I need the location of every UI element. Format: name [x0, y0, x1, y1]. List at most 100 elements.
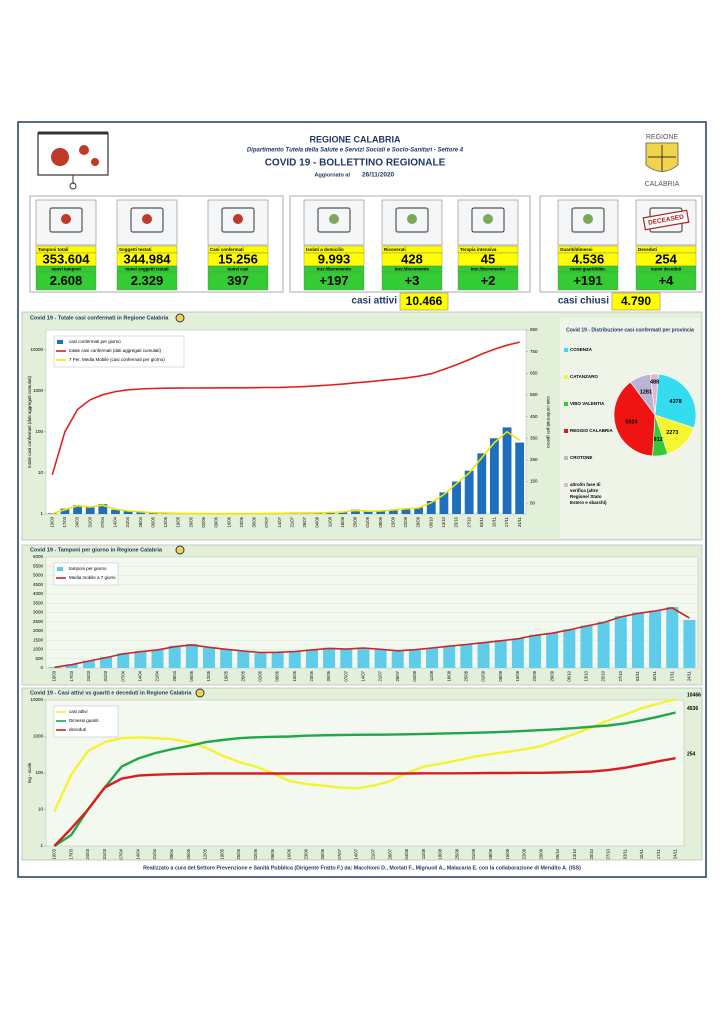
end-label: 4536 [687, 706, 698, 712]
bar [443, 645, 456, 668]
stat-sublabel: nuovi casi [227, 266, 248, 271]
x-tick-label: 18/08 [340, 516, 345, 527]
bar [597, 621, 610, 668]
slice-label: 488 [650, 380, 659, 386]
legend-swatch [564, 429, 568, 433]
x-tick-label: 20/10 [589, 848, 594, 859]
x-tick-label: 04/08 [404, 848, 409, 859]
x-tick-label: 17/11 [669, 670, 674, 681]
subvalue-bg [35, 271, 97, 291]
bar [254, 653, 267, 668]
bar [168, 645, 181, 668]
x-tick-label: 24/03 [86, 670, 91, 681]
x-tick-label: 03/11 [622, 848, 627, 859]
x-tick-label: 19/05 [223, 670, 228, 681]
legend-label: 7 Per. Media Mobile (casi confermati per… [69, 357, 165, 362]
slice-label: 912 [654, 437, 663, 443]
summary-label: casi chiusi [558, 296, 609, 307]
bar [490, 438, 499, 514]
x-tick-label: 30/06 [326, 670, 331, 681]
x-tick-label: 18/08 [438, 848, 443, 859]
stat-sublabel: nuovi soggetti testati [125, 266, 168, 271]
stat-label: Tamponi totali [38, 247, 68, 252]
virus-icon [37, 131, 109, 190]
x-tick-label: 04/08 [412, 670, 417, 681]
y-tick-label: 1000 [33, 734, 44, 739]
line [51, 341, 520, 476]
stat-subvalue: +3 [405, 273, 420, 288]
x-tick-label: 29/09 [538, 848, 543, 859]
bar [391, 651, 404, 668]
subvalue-bg [457, 271, 519, 291]
x-tick-label: 27/10 [606, 848, 611, 859]
icon-shape [233, 214, 243, 224]
bar [98, 504, 108, 514]
line [53, 757, 676, 847]
x-tick-label: 25/08 [463, 670, 468, 681]
y-tick-label: 1 [40, 511, 43, 516]
x-tick-label: 02/06 [201, 516, 206, 527]
stat-sublabel: nuovi tamponi [51, 266, 80, 271]
bar [100, 656, 113, 668]
bar [202, 647, 216, 668]
legend-label: Dimessi guariti [69, 718, 99, 723]
y2-tick-label: 450 [530, 414, 538, 419]
summary-bg [611, 292, 661, 311]
x-tick-label: 24/03 [75, 516, 80, 527]
x-tick-label: 30/06 [252, 516, 257, 527]
chart-title: Covid 19 - Tamponi per giorno in Regione… [30, 547, 163, 553]
stat-value: 15.256 [218, 251, 258, 266]
subvalue-bg [303, 271, 365, 291]
updated-label: Aggiornato al [315, 172, 351, 178]
x-tick-label: 06/10 [566, 670, 571, 681]
x-tick-label: 25/08 [353, 516, 358, 527]
y-tick-label: 5000 [33, 573, 44, 578]
x-tick-label: 21/07 [289, 516, 294, 527]
stats-group [29, 195, 284, 293]
y-axis-label: log - scale [27, 762, 32, 783]
stat-subvalue: +191 [573, 273, 602, 288]
icon-shape [471, 207, 505, 233]
bar [117, 653, 130, 668]
y2-tick-label: 350 [530, 435, 538, 440]
x-tick-label: 24/03 [85, 848, 90, 859]
bar [305, 649, 318, 668]
chart-title: Covid 19 - Totale casi confermati in Reg… [30, 315, 169, 321]
y2-tick-label: 650 [530, 370, 538, 375]
x-tick-label: 29/09 [549, 670, 554, 681]
end-label: 10466 [687, 693, 701, 699]
updated-date: 26/11/2020 [362, 172, 395, 179]
stat-label: Soggetti testati [119, 247, 152, 252]
icon-shape [61, 214, 71, 224]
icon-shape [221, 207, 255, 233]
x-tick-label: 08/09 [498, 670, 503, 681]
legend-label: altro/in fase di verifica (altre Regione/ … [570, 482, 607, 505]
x-tick-label: 14/04 [137, 670, 142, 681]
legend-label: CROTONE [570, 455, 592, 460]
y-tick-label: 0 [40, 665, 43, 670]
bar [123, 510, 133, 514]
x-tick-label: 16/06 [226, 516, 231, 527]
icon-shape [142, 214, 152, 224]
x-tick-label: 11/08 [429, 670, 434, 681]
x-tick-label: 14/07 [277, 516, 282, 527]
x-tick-label: 28/04 [169, 848, 174, 859]
summary-value: 4.790 [621, 294, 651, 308]
bar [426, 501, 436, 514]
x-tick-label: 11/08 [421, 848, 426, 859]
y-tick-label: 1000 [33, 647, 44, 652]
x-tick-label: 07/04 [120, 670, 125, 681]
stat-value: 344.984 [124, 251, 172, 266]
bar [237, 651, 250, 668]
x-tick-label: 09/06 [275, 670, 280, 681]
x-tick-label: 21/07 [378, 670, 383, 681]
bar [426, 647, 439, 668]
end-label: 254 [687, 752, 696, 758]
x-tick-label: 07/07 [264, 516, 269, 527]
y-tick-label: 100 [35, 770, 43, 775]
y-tick-label: 1500 [33, 637, 44, 642]
x-tick-label: 17/11 [656, 848, 661, 859]
x-tick-label: 01/09 [471, 848, 476, 859]
x-tick-label: 05/05 [186, 848, 191, 859]
y-tick-label: 3000 [33, 610, 44, 615]
